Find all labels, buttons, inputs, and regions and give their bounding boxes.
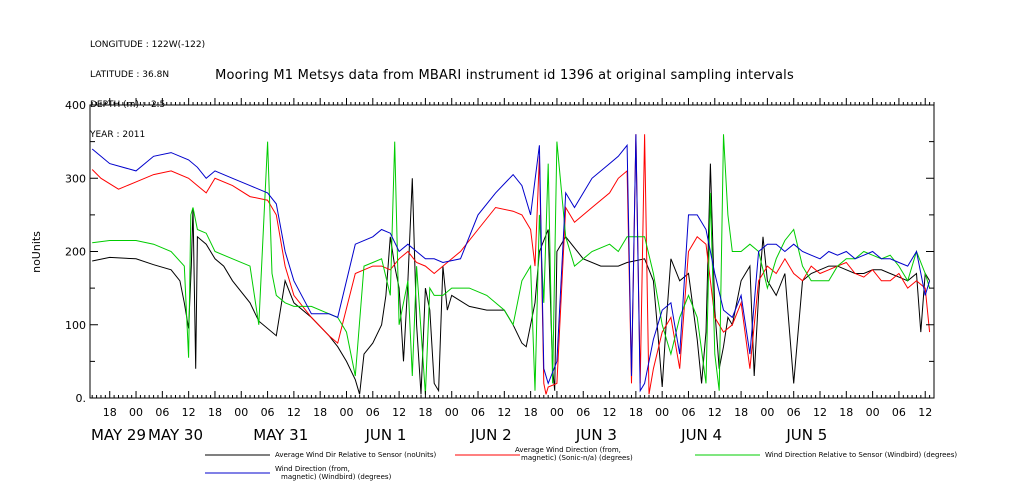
x-hour-label: 00 [655, 406, 669, 419]
series-line-4 [91, 134, 931, 393]
y-tick-label: 400 [65, 99, 86, 112]
x-hour-label: 06 [366, 406, 380, 419]
year-label: YEAR : 2011 [90, 130, 146, 140]
x-day-label: MAY 31 [253, 426, 308, 444]
legend-label-4: Wind Direction (from, magnetic) (Windbird… [275, 465, 392, 481]
y-tick-label: 300 [65, 172, 86, 185]
x-hour-label: 12 [287, 406, 301, 419]
x-hour-label: 12 [708, 406, 722, 419]
x-hour-label: 12 [182, 406, 196, 419]
x-hour-label: 00 [866, 406, 880, 419]
x-hour-label: 06 [261, 406, 275, 419]
x-day-label: MAY 29 [91, 426, 146, 444]
x-hour-label: 18 [734, 406, 748, 419]
x-hour-label: 12 [918, 406, 932, 419]
axis-layer: 0. 100 200 300 400 18 00 06 12 18 00 06 12 18 00 06 12 18… [65, 98, 935, 444]
x-hour-label: 06 [576, 406, 590, 419]
series-line-3 [92, 134, 931, 395]
x-day-label: JUN 1 [364, 426, 406, 444]
x-hour-label: 12 [392, 406, 406, 419]
x-hour-label: 00 [445, 406, 459, 419]
chart-title: Mooring M1 Metsys data from MBARI instru… [215, 68, 794, 83]
x-hour-label: 06 [155, 406, 169, 419]
x-hour-label: 06 [471, 406, 485, 419]
x-hour-label: 18 [208, 406, 222, 419]
x-hour-label: 00 [234, 406, 248, 419]
y-tick-label: 0. [76, 392, 87, 405]
x-day-label: JUN 4 [680, 426, 722, 444]
legend-label-2: Average Wind Direction (from, magnetic) (… [515, 446, 633, 462]
legend-label-3: Wind Direction Relative to Sensor (Windb… [765, 451, 957, 459]
x-hour-label: 00 [129, 406, 143, 419]
x-day-label: JUN 3 [575, 426, 617, 444]
series-line-2 [91, 134, 931, 395]
x-hour-label: 12 [813, 406, 827, 419]
x-hour-label: 12 [603, 406, 617, 419]
x-hour-label: 18 [524, 406, 538, 419]
latitude-label: LATITUDE : 36.8N [90, 70, 170, 80]
x-hour-label: 06 [892, 406, 906, 419]
longitude-label: LONGITUDE : 122W(-122) [90, 40, 206, 50]
plot-frame [89, 104, 935, 399]
x-day-label: JUN 2 [470, 426, 512, 444]
y-tick-label: 100 [65, 319, 86, 332]
legend: Average Wind Dir Relative to Sensor (noU… [205, 446, 957, 481]
x-hour-label: 12 [497, 406, 511, 419]
y-axis-label: noUnits [30, 231, 43, 273]
legend-label-1: Average Wind Dir Relative to Sensor (noU… [275, 451, 436, 459]
y-tick-label: 200 [65, 246, 86, 259]
x-hour-label: 06 [787, 406, 801, 419]
x-hour-label: 00 [339, 406, 353, 419]
series-layer [91, 134, 931, 395]
x-hour-label: 18 [629, 406, 643, 419]
series-line-1 [92, 163, 931, 395]
x-day-label: JUN 5 [785, 426, 827, 444]
x-hour-label: 06 [681, 406, 695, 419]
x-hour-label: 00 [760, 406, 774, 419]
x-day-label: MAY 30 [148, 426, 203, 444]
x-hour-label: 00 [550, 406, 564, 419]
x-hour-label: 18 [313, 406, 327, 419]
x-hour-label: 18 [839, 406, 853, 419]
x-hour-label: 18 [418, 406, 432, 419]
x-hour-label: 18 [103, 406, 117, 419]
